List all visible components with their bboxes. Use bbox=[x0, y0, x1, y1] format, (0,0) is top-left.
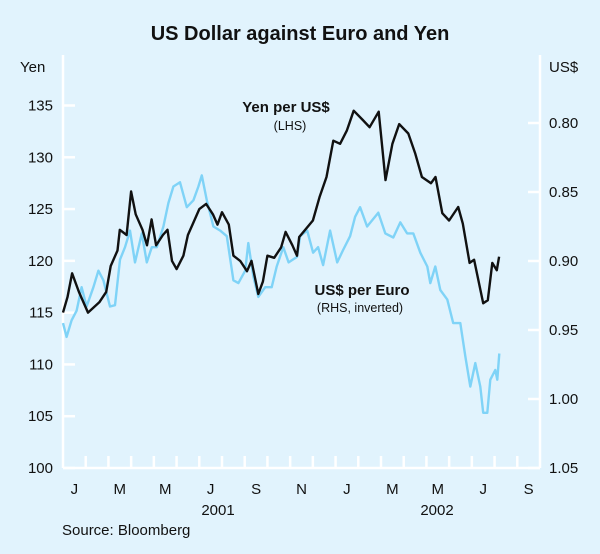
month-label: J bbox=[71, 481, 79, 498]
right-axis-label: US$ bbox=[549, 59, 579, 76]
usd-per-euro-line bbox=[61, 174, 501, 414]
month-label: M bbox=[432, 481, 445, 498]
year-label-2001: 2001 bbox=[201, 502, 234, 519]
left-tick-label: 100 bbox=[28, 460, 53, 477]
yen-series-note: (LHS) bbox=[274, 119, 307, 133]
month-label: M bbox=[114, 481, 127, 498]
month-label: N bbox=[296, 481, 307, 498]
left-tick-label: 120 bbox=[28, 253, 53, 270]
left-tick-label: 125 bbox=[28, 201, 53, 218]
series-lines bbox=[61, 109, 501, 414]
month-label: J bbox=[479, 481, 487, 498]
euro-series-label: US$ per Euro bbox=[314, 282, 409, 299]
left-tick-label: 115 bbox=[29, 305, 53, 322]
month-label: J bbox=[207, 481, 215, 498]
right-tick-label: 1.00 bbox=[549, 391, 578, 408]
month-label: S bbox=[524, 481, 534, 498]
right-tick-label: 0.85 bbox=[549, 184, 578, 201]
yen-per-usd-line bbox=[61, 109, 501, 314]
left-tick-label: 135 bbox=[28, 98, 53, 115]
month-label: J bbox=[343, 481, 351, 498]
euro-series-note: (RHS, inverted) bbox=[317, 301, 403, 315]
month-label: M bbox=[386, 481, 399, 498]
right-tick-label: 1.05 bbox=[549, 460, 578, 477]
yen-series-label: Yen per US$ bbox=[242, 99, 330, 116]
left-tick-label: 105 bbox=[28, 408, 53, 425]
left-tick-label: 130 bbox=[28, 149, 53, 166]
left-axis-label: Yen bbox=[20, 59, 45, 76]
month-label: S bbox=[251, 481, 261, 498]
right-tick-label: 0.80 bbox=[549, 115, 578, 132]
source-note: Source: Bloomberg bbox=[62, 522, 190, 539]
month-label: M bbox=[159, 481, 172, 498]
left-tick-label: 110 bbox=[29, 356, 53, 373]
right-tick-label: 0.90 bbox=[549, 253, 578, 270]
chart-title: US Dollar against Euro and Yen bbox=[151, 23, 450, 45]
right-tick-label: 0.95 bbox=[549, 322, 578, 339]
year-label-2002: 2002 bbox=[420, 502, 453, 519]
axes: 100 105 110 115 120 125 130 135 0.80 0.85 0.90 0.95… bbox=[28, 55, 578, 498]
